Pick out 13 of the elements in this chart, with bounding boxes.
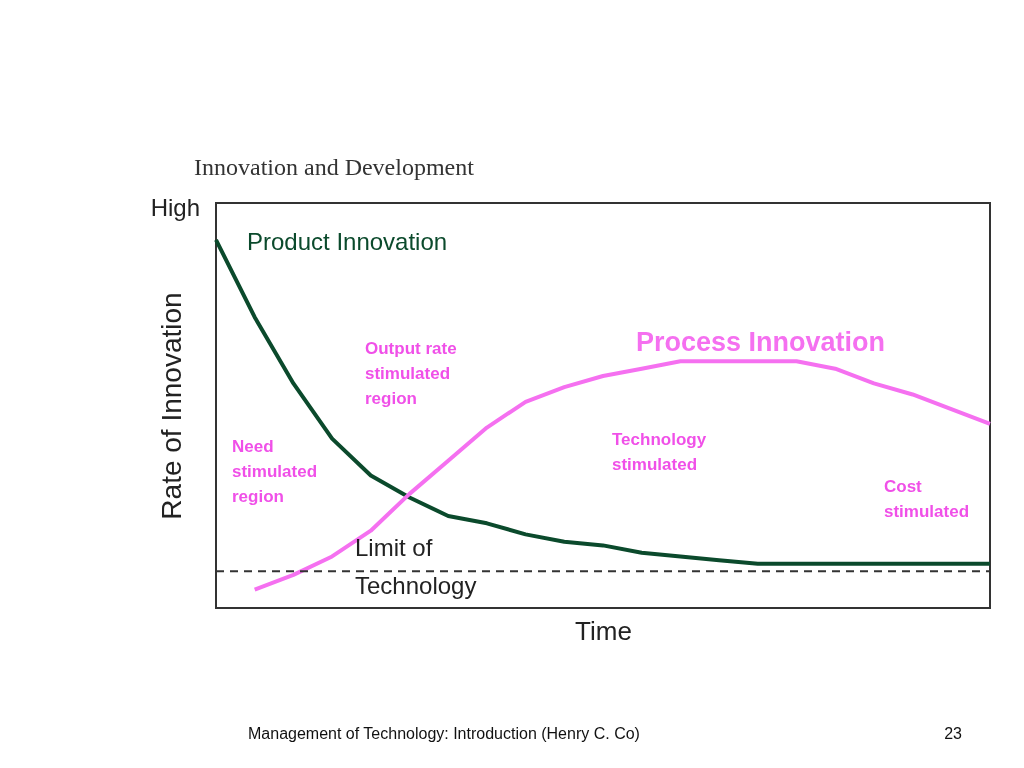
text: High bbox=[150, 194, 200, 221]
chart-title: Innovation and Development bbox=[194, 154, 475, 180]
y-axis-title: Rate of Innovation bbox=[155, 292, 187, 520]
text: 23 bbox=[944, 725, 963, 742]
annotation: Technology stimulated bbox=[612, 430, 707, 474]
annotation: Need stimulated region bbox=[232, 437, 318, 506]
series-label: Process Innovation bbox=[636, 327, 886, 357]
annotation: Cost stimulated bbox=[884, 477, 970, 521]
ref-line-label: Limit of Technology bbox=[355, 534, 477, 599]
series-label: Product Innovation bbox=[247, 228, 448, 255]
annotation: Output rate stimulated region bbox=[365, 339, 457, 408]
x-axis-title: Time bbox=[575, 615, 632, 646]
text: Management of Technology: Introduction (Henry C. Co) bbox=[248, 725, 640, 742]
